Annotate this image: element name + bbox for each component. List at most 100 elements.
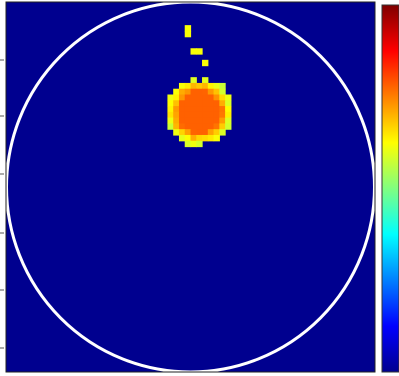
heatmap-cell	[173, 117, 180, 125]
heatmap-cell	[173, 106, 180, 113]
heatmap-cell	[184, 140, 192, 148]
heatmap-cell	[167, 94, 174, 101]
heatmap-cell	[184, 117, 192, 125]
heatmap-cell	[196, 111, 203, 119]
heatmap-cell	[219, 106, 226, 113]
heatmap-cell	[190, 106, 197, 113]
heatmap-cell	[184, 129, 192, 136]
heatmap-cell	[190, 111, 197, 119]
plot-frame	[5, 1, 376, 373]
heatmap-cell	[225, 106, 232, 113]
heatmap-cell	[207, 134, 215, 142]
heatmap-cell	[207, 123, 215, 130]
heatmap-cell	[196, 123, 203, 130]
heatmap-cell	[196, 88, 203, 96]
heatmap-cell	[202, 82, 209, 90]
heatmap-cell	[202, 129, 209, 136]
heatmap-cell	[219, 129, 226, 136]
heatmap-cell	[207, 100, 215, 107]
heatmap-cell	[219, 123, 226, 130]
heatmap-cell	[173, 88, 180, 96]
colorbar	[381, 4, 399, 373]
heatmap-cell	[196, 100, 203, 107]
heatmap-cell	[207, 106, 215, 113]
heatmap-cell	[225, 111, 232, 119]
heatmap-cell	[225, 94, 232, 101]
heatmap-cell	[202, 77, 209, 84]
heatmap-cell	[202, 88, 209, 96]
heatmap-cell	[178, 123, 186, 130]
y-axis-ticks	[0, 59, 4, 349]
heatmap-cell	[202, 111, 209, 119]
heatmap-cell	[184, 30, 192, 38]
heatmap-cell	[225, 100, 232, 107]
heatmap-cell	[173, 94, 180, 101]
heatmap-cell	[196, 48, 203, 55]
heatmap-cell	[190, 82, 197, 90]
heatmap-cell	[225, 117, 232, 125]
heatmap-cell	[167, 123, 174, 130]
heatmap-cell	[190, 123, 197, 130]
heatmap-cell	[196, 140, 203, 148]
heatmap-cell	[202, 59, 209, 67]
heatmap-cell	[219, 111, 226, 119]
heatmap-cell	[173, 111, 180, 119]
heatmap-cell	[190, 94, 197, 101]
heatmap-cell	[219, 88, 226, 96]
heatmap-cell	[190, 117, 197, 125]
heatmap-cell	[207, 94, 215, 101]
heatmap-cell	[184, 134, 192, 142]
heatmap-cell	[190, 140, 197, 148]
heatmap-cell	[207, 82, 215, 90]
heatmap-cell	[219, 117, 226, 125]
heatmap-cell	[178, 129, 186, 136]
heatmap-cell	[213, 100, 220, 107]
heatmap-cell	[202, 94, 209, 101]
heatmap-cell	[178, 100, 186, 107]
heatmap-cell	[213, 111, 220, 119]
heatmap-cell	[184, 111, 192, 119]
heatmap-cell	[190, 88, 197, 96]
heatmap-cell	[190, 134, 197, 142]
heatmap-cell	[167, 106, 174, 113]
heatmap-cell	[202, 106, 209, 113]
heatmap-cell	[184, 94, 192, 101]
heatmap-cell	[173, 129, 180, 136]
heatmap-cell	[173, 100, 180, 107]
heatmap-cell	[213, 94, 220, 101]
heatmap-cell	[213, 106, 220, 113]
heatmap-cell	[213, 134, 220, 142]
heatmap-cell	[196, 117, 203, 125]
heatmap-cell	[207, 88, 215, 96]
heatmap-cell	[167, 117, 174, 125]
heatmap-cell	[196, 82, 203, 90]
heatmap-cell	[178, 94, 186, 101]
heatmap-cell	[219, 94, 226, 101]
heatmap-cell	[184, 82, 192, 90]
heatmap-cell	[184, 25, 192, 32]
heatmap-cell	[167, 111, 174, 119]
plot-area	[6, 2, 375, 372]
heatmap-cell	[178, 111, 186, 119]
heatmap-cell	[196, 94, 203, 101]
heatmap-cell	[207, 111, 215, 119]
heatmap-cell	[190, 77, 197, 84]
heatmap-cell	[207, 117, 215, 125]
heatmap-cell	[225, 123, 232, 130]
heatmap-cell	[202, 100, 209, 107]
heatmap-cell	[173, 123, 180, 130]
heatmap-cell	[207, 129, 215, 136]
heatmap-cell	[202, 123, 209, 130]
heatmap-cell	[213, 88, 220, 96]
heatmap-cell	[196, 134, 203, 142]
heatmap-cell	[219, 82, 226, 90]
heatmap-cell	[202, 134, 209, 142]
heatmap-cell	[202, 117, 209, 125]
heatmap-cell	[219, 100, 226, 107]
heatmap-cell	[213, 82, 220, 90]
heatmap-cell	[213, 129, 220, 136]
heatmap-cell	[184, 88, 192, 96]
heatmap-cell	[184, 123, 192, 130]
heatmap-cell	[213, 117, 220, 125]
